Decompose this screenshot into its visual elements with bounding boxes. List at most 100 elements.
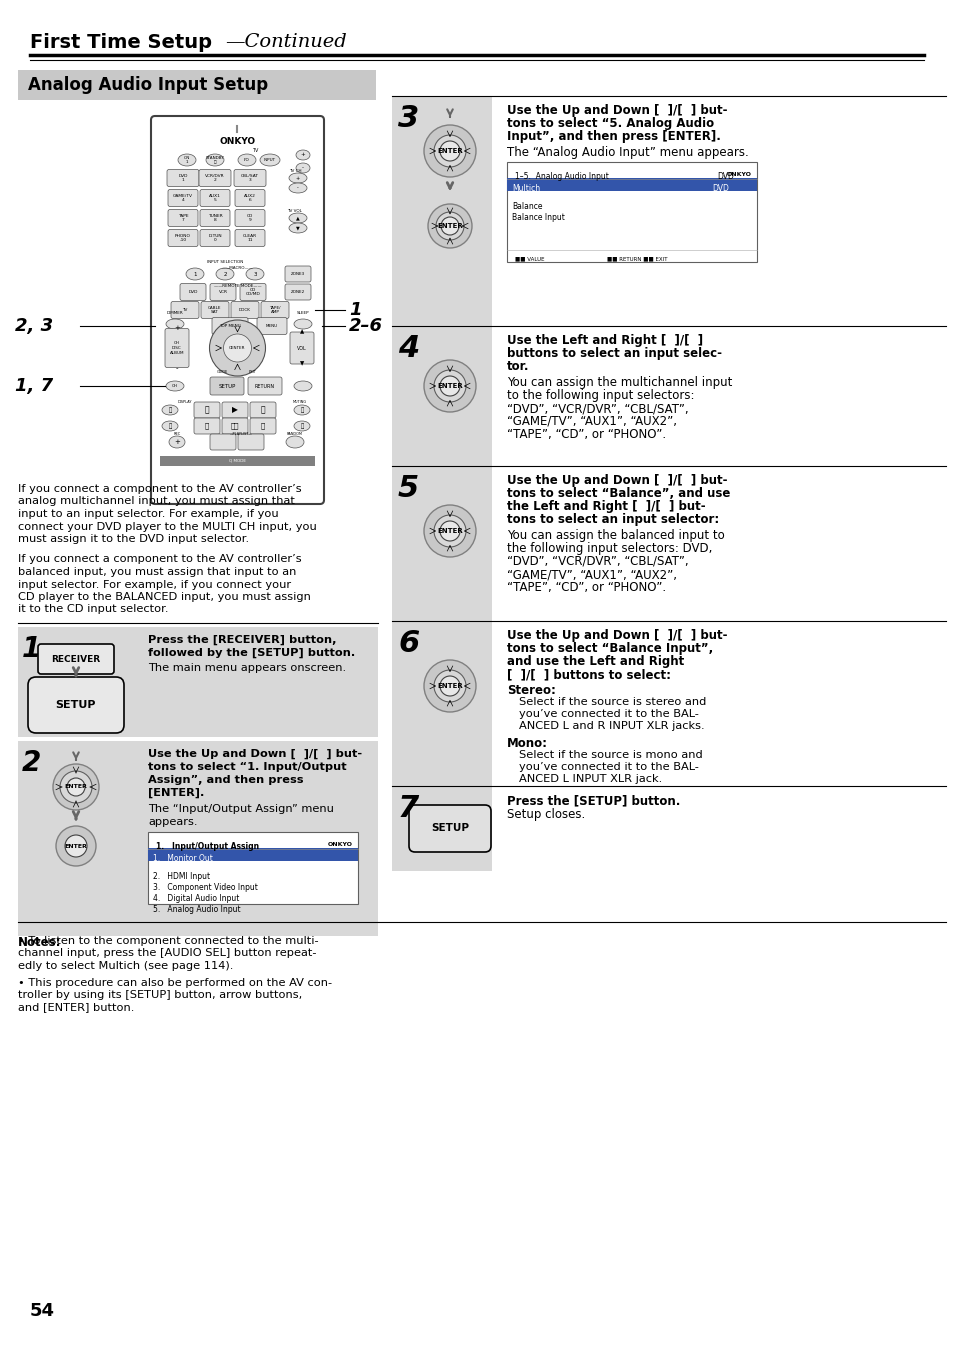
Text: ONKYO: ONKYO (219, 137, 255, 147)
FancyBboxPatch shape (392, 621, 492, 786)
Text: TV CH: TV CH (289, 168, 301, 173)
Text: ENTER: ENTER (436, 383, 462, 390)
Text: 1: 1 (22, 635, 41, 663)
Text: ——MACRO——: ——MACRO—— (221, 266, 253, 270)
Text: edly to select Multich (see page 114).: edly to select Multich (see page 114). (18, 961, 233, 971)
Text: 2: 2 (22, 749, 41, 776)
Text: tons to select “5. Analog Audio: tons to select “5. Analog Audio (506, 117, 714, 129)
Text: MUTING: MUTING (293, 400, 307, 404)
Text: +: + (295, 175, 300, 181)
Text: EXIT: EXIT (249, 369, 256, 373)
Text: The main menu appears onscreen.: The main menu appears onscreen. (148, 663, 346, 673)
Text: the Left and Right [  ]/[  ] but-: the Left and Right [ ]/[ ] but- (506, 500, 705, 514)
FancyBboxPatch shape (210, 377, 244, 395)
FancyBboxPatch shape (168, 209, 198, 226)
Text: —Continued: —Continued (225, 32, 346, 51)
FancyBboxPatch shape (38, 644, 113, 674)
Circle shape (428, 204, 472, 248)
FancyBboxPatch shape (18, 741, 377, 936)
Text: ■■ RETURN ■■ EXIT: ■■ RETURN ■■ EXIT (606, 256, 667, 262)
Circle shape (67, 778, 85, 797)
FancyBboxPatch shape (392, 786, 492, 871)
Text: 3.   Component Video Input: 3. Component Video Input (152, 883, 257, 892)
FancyBboxPatch shape (392, 466, 430, 621)
Circle shape (439, 520, 459, 541)
Text: appears.: appears. (148, 817, 197, 828)
Text: VOL: VOL (296, 345, 307, 350)
Text: Select if the source is mono and: Select if the source is mono and (518, 749, 702, 760)
Text: Balance: Balance (512, 202, 542, 212)
Text: TAPE/
AMP: TAPE/ AMP (269, 306, 280, 314)
FancyBboxPatch shape (392, 96, 492, 326)
Text: 2–6: 2–6 (349, 317, 382, 336)
FancyBboxPatch shape (392, 326, 430, 466)
FancyBboxPatch shape (392, 466, 492, 621)
Text: and use the Left and Right: and use the Left and Right (506, 655, 683, 669)
Text: ANCED L INPUT XLR jack.: ANCED L INPUT XLR jack. (518, 774, 661, 785)
Text: TV VOL: TV VOL (287, 209, 302, 213)
FancyBboxPatch shape (200, 190, 230, 206)
Ellipse shape (289, 213, 307, 222)
Text: The “Analog Audio Input” menu appears.: The “Analog Audio Input” menu appears. (506, 146, 748, 159)
Text: 54: 54 (30, 1302, 55, 1320)
Text: CD player to the BALANCED input, you must assign: CD player to the BALANCED input, you mus… (18, 592, 311, 603)
Text: ⏪: ⏪ (168, 423, 172, 429)
Text: it to the CD input selector.: it to the CD input selector. (18, 604, 169, 615)
Text: If you connect a component to the AV controller’s: If you connect a component to the AV con… (18, 484, 301, 493)
Text: CENTER: CENTER (229, 346, 246, 350)
Text: VCR: VCR (218, 290, 227, 294)
Text: ENTER: ENTER (436, 528, 462, 534)
Ellipse shape (289, 183, 307, 193)
Text: AUX1
5: AUX1 5 (209, 194, 221, 202)
Text: You can assign the multichannel input: You can assign the multichannel input (506, 376, 732, 390)
Text: “TAPE”, “CD”, or “PHONO”.: “TAPE”, “CD”, or “PHONO”. (506, 429, 665, 441)
FancyBboxPatch shape (168, 229, 198, 247)
FancyBboxPatch shape (261, 302, 289, 318)
Text: 2, 3: 2, 3 (15, 317, 53, 336)
FancyBboxPatch shape (506, 178, 757, 191)
Text: +: + (173, 325, 180, 332)
Text: DVD
1: DVD 1 (178, 174, 188, 182)
Text: 2.   HDMI Input: 2. HDMI Input (152, 872, 210, 882)
Circle shape (436, 212, 463, 240)
Text: ⏸⏹: ⏸⏹ (231, 423, 239, 429)
FancyBboxPatch shape (392, 326, 492, 466)
Text: ENTER: ENTER (436, 148, 462, 154)
Text: ANCED L and R INPUT XLR jacks.: ANCED L and R INPUT XLR jacks. (518, 721, 704, 731)
Text: Stereo:: Stereo: (506, 683, 556, 697)
Text: to the following input selectors:: to the following input selectors: (506, 390, 694, 402)
Text: ⏩: ⏩ (260, 423, 265, 429)
Circle shape (60, 771, 91, 803)
Text: 3: 3 (397, 104, 418, 133)
Text: ⏪: ⏪ (205, 423, 209, 429)
Text: “GAME/TV”, “AUX1”, “AUX2”,: “GAME/TV”, “AUX1”, “AUX2”, (506, 568, 677, 581)
Text: ▲: ▲ (299, 329, 304, 334)
Text: tons to select “1. Input/Output: tons to select “1. Input/Output (148, 762, 346, 772)
Text: ⏩: ⏩ (300, 423, 303, 429)
Text: AUX2
6: AUX2 6 (244, 194, 255, 202)
Text: RANDOM: RANDOM (287, 431, 303, 435)
FancyBboxPatch shape (240, 283, 266, 301)
FancyBboxPatch shape (250, 418, 275, 434)
Text: SETUP: SETUP (218, 383, 235, 388)
Ellipse shape (295, 163, 310, 173)
Text: channel input, press the [AUDIO SEL] button repeat-: channel input, press the [AUDIO SEL] but… (18, 949, 316, 958)
Text: “DVD”, “VCR/DVR”, “CBL/SAT”,: “DVD”, “VCR/DVR”, “CBL/SAT”, (506, 555, 688, 568)
FancyBboxPatch shape (18, 70, 375, 100)
FancyBboxPatch shape (506, 162, 757, 262)
Text: “TAPE”, “CD”, or “PHONO”.: “TAPE”, “CD”, or “PHONO”. (506, 581, 665, 594)
Text: Press the [SETUP] button.: Press the [SETUP] button. (506, 794, 679, 807)
FancyBboxPatch shape (290, 332, 314, 364)
Text: Q MODE: Q MODE (229, 460, 246, 462)
FancyBboxPatch shape (392, 786, 430, 871)
Text: -: - (175, 365, 178, 371)
FancyBboxPatch shape (18, 627, 377, 737)
Circle shape (439, 142, 459, 160)
Text: Balance Input: Balance Input (512, 213, 564, 222)
Ellipse shape (260, 154, 280, 166)
Text: TV: TV (182, 307, 188, 311)
Text: you’ve connected it to the BAL-: you’ve connected it to the BAL- (518, 709, 699, 718)
Text: 1: 1 (193, 271, 196, 276)
Text: TUNER
8: TUNER 8 (208, 214, 222, 222)
Text: Assign”, and then press: Assign”, and then press (148, 775, 303, 785)
